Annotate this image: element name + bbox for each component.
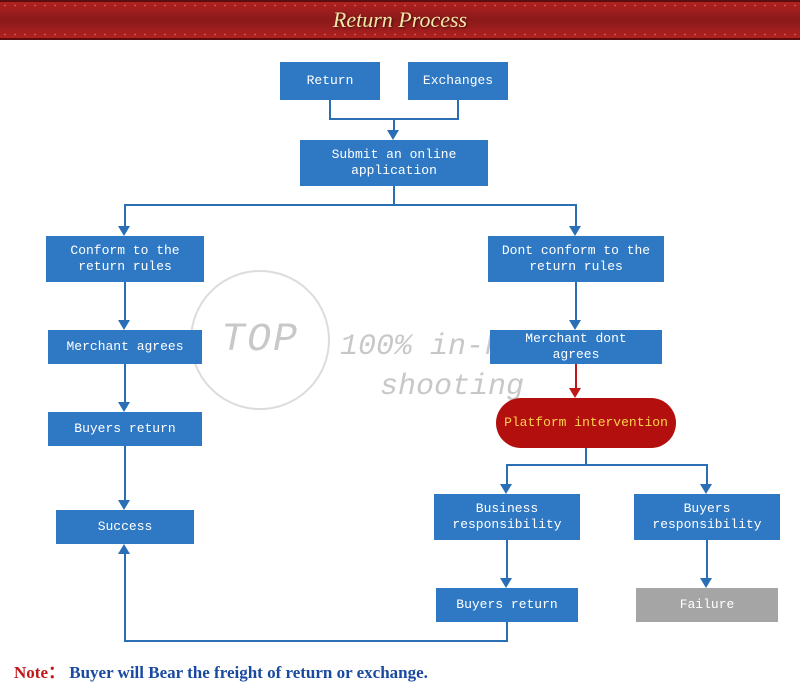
node-buyers_return_r: Buyers return (436, 588, 578, 622)
node-buyers_resp: Buyers responsibility (634, 494, 780, 540)
arrow-icon (700, 578, 712, 588)
arrow-icon (569, 388, 581, 398)
edge (124, 282, 126, 322)
arrow-icon (118, 544, 130, 554)
node-failure: Failure (636, 588, 778, 622)
edge (575, 282, 577, 322)
note-text: Buyer will Bear the freight of return or… (69, 663, 428, 682)
watermark-line2: shooting (380, 370, 524, 404)
edge (393, 186, 395, 204)
edge (329, 100, 331, 118)
edge (124, 364, 126, 404)
banner: Return Process (0, 0, 800, 40)
edge (585, 448, 587, 464)
edge (124, 446, 126, 502)
node-merchant_agrees: Merchant agrees (48, 330, 202, 364)
arrow-icon (569, 320, 581, 330)
edge (124, 554, 126, 642)
arrow-icon (569, 226, 581, 236)
node-success: Success (56, 510, 194, 544)
node-dontconform: Dont conform to the return rules (488, 236, 664, 282)
node-business_resp: Business responsibility (434, 494, 580, 540)
edge (124, 204, 577, 206)
arrow-icon (500, 484, 512, 494)
arrow-icon (118, 402, 130, 412)
arrow-icon (500, 578, 512, 588)
footer-note: Note： Buyer will Bear the freight of ret… (14, 658, 428, 683)
node-merchant_dont: Merchant dont agrees (490, 330, 662, 364)
edge (506, 622, 508, 642)
edge (124, 640, 508, 642)
edge (506, 464, 708, 466)
node-exchanges: Exchanges (408, 62, 508, 100)
edge (506, 540, 508, 580)
edge (506, 464, 508, 486)
note-label: Note： (14, 663, 65, 682)
banner-title: Return Process (333, 7, 467, 33)
arrow-icon (118, 500, 130, 510)
arrow-icon (387, 130, 399, 140)
edge (706, 464, 708, 486)
flowchart-stage: TOP 100% in-kind shooting Note： (0, 40, 800, 695)
node-buyers_return_l: Buyers return (48, 412, 202, 446)
node-platform: Platform intervention (496, 398, 676, 448)
edge (457, 100, 459, 118)
edge (575, 204, 577, 228)
arrow-icon (118, 320, 130, 330)
node-submit: Submit an online application (300, 140, 488, 186)
node-conform: Conform to the return rules (46, 236, 204, 282)
edge (124, 204, 126, 228)
watermark-circle: TOP (190, 270, 330, 410)
node-return: Return (280, 62, 380, 100)
arrow-icon (700, 484, 712, 494)
edge (575, 364, 577, 390)
arrow-icon (118, 226, 130, 236)
edge (706, 540, 708, 580)
